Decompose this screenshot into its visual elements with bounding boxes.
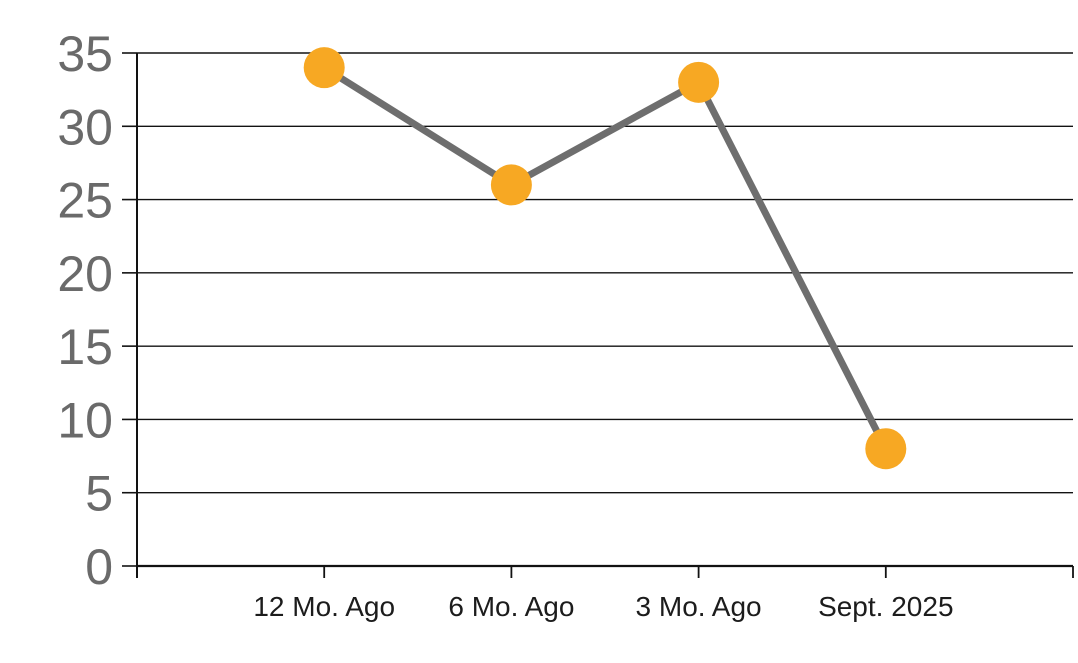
y-tick-label: 10: [57, 392, 113, 448]
data-point: [678, 61, 720, 103]
y-tick-label: 20: [57, 246, 113, 302]
axes: [122, 52, 1074, 578]
x-axis-label: 3 Mo. Ago: [636, 591, 762, 622]
data-point: [303, 47, 345, 89]
x-axis-label: 12 Mo. Ago: [253, 591, 395, 622]
x-axis-labels: 12 Mo. Ago 6 Mo. Ago 3 Mo. Ago Sept. 2025: [253, 591, 953, 622]
x-axis-label: 6 Mo. Ago: [448, 591, 574, 622]
y-tick-label: 25: [57, 173, 113, 229]
y-tick-label: 5: [85, 466, 113, 522]
series-line: [320, 64, 890, 453]
y-axis-labels: 0 5 10 15 20 25 30 35: [57, 26, 113, 595]
x-axis-label: Sept. 2025: [818, 591, 953, 622]
y-tick-label: 35: [57, 26, 113, 82]
data-series: [303, 47, 907, 470]
y-tick-label: 0: [85, 539, 113, 595]
data-point: [865, 428, 907, 470]
gridlines: [137, 52, 1073, 494]
y-tick-label: 15: [57, 319, 113, 375]
y-tick-label: 30: [57, 99, 113, 155]
data-point: [490, 164, 532, 206]
